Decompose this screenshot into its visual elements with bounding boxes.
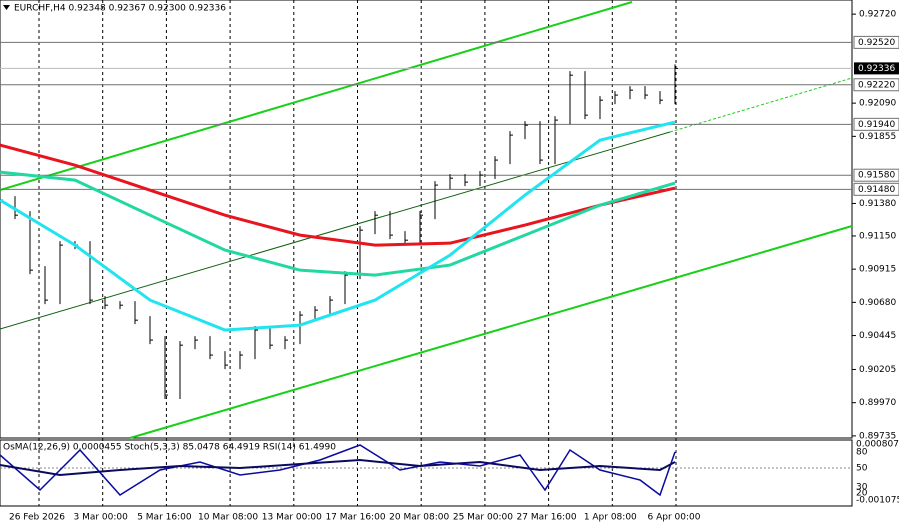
y-tick-label: 0.91150 xyxy=(859,231,896,241)
moving-average xyxy=(0,143,676,247)
level-label: 0.91480 xyxy=(858,185,895,195)
y-tick-label: 0.89735 xyxy=(859,431,896,441)
moving-average xyxy=(0,120,676,332)
moving-average xyxy=(0,170,676,277)
time-label: 5 Mar 16:00 xyxy=(137,513,192,523)
channel-mid-ext xyxy=(669,77,853,133)
time-label: 6 Apr 00:00 xyxy=(648,513,701,523)
indicator-tick-label: 20 xyxy=(856,489,868,499)
indicator-tick-label: 80 xyxy=(856,448,868,458)
y-tick-label: 0.90680 xyxy=(859,298,896,308)
header-arrow xyxy=(3,5,10,10)
level-label: 0.92220 xyxy=(858,80,895,90)
y-tick-label: 0.91380 xyxy=(859,199,896,209)
chart-header: EURCHF,H4 0.92348 0.92367 0.92300 0.9233… xyxy=(14,4,226,14)
time-label: 26 Feb 2026 xyxy=(9,513,65,523)
rsi xyxy=(0,458,676,477)
level-box xyxy=(853,168,899,182)
indicator-tick-label: -0.001075 xyxy=(856,496,899,506)
channel-lower xyxy=(129,225,853,439)
y-tick-label: 0.90445 xyxy=(859,331,896,341)
level-box xyxy=(853,35,899,49)
level-box xyxy=(853,182,899,196)
time-label: 20 Mar 08:00 xyxy=(389,513,449,523)
level-label: 0.91940 xyxy=(858,120,895,130)
time-label: 1 Apr 08:00 xyxy=(584,513,637,523)
y-tick-label: 0.92090 xyxy=(859,99,896,109)
time-label: 27 Mar 16:00 xyxy=(517,513,577,523)
indicator-pane xyxy=(0,439,853,507)
indicator-header: OsMA(12,26,9) 0.0000455 Stoch(5,3,3) 85.… xyxy=(3,443,336,453)
y-tick-label: 0.91855 xyxy=(859,132,896,142)
price-box xyxy=(854,62,899,75)
indicator-tick-label: 50 xyxy=(856,464,868,474)
y-tick-label: 0.92720 xyxy=(859,10,896,20)
y-tick-label: 0.89970 xyxy=(859,398,896,408)
time-label: 3 Mar 00:00 xyxy=(74,513,129,523)
y-tick-label: 0.90915 xyxy=(859,265,896,275)
level-label: 0.91580 xyxy=(858,171,895,181)
time-label: 13 Mar 00:00 xyxy=(262,513,322,523)
time-label: 25 Mar 00:00 xyxy=(453,513,513,523)
level-box xyxy=(853,117,899,131)
price-label: 0.92336 xyxy=(858,64,895,74)
level-box xyxy=(853,78,899,92)
indicator-tick-label: 0.0008072 xyxy=(856,440,899,450)
channel-mid xyxy=(0,131,671,330)
indicator-tick-label: 30 xyxy=(856,483,868,493)
time-label: 17 Mar 16:00 xyxy=(325,513,385,523)
time-label: 10 Mar 08:00 xyxy=(198,513,258,523)
level-label: 0.92520 xyxy=(858,38,895,48)
channel-upper xyxy=(0,1,633,191)
y-tick-label: 0.90205 xyxy=(859,365,896,375)
main-pane xyxy=(0,0,853,439)
